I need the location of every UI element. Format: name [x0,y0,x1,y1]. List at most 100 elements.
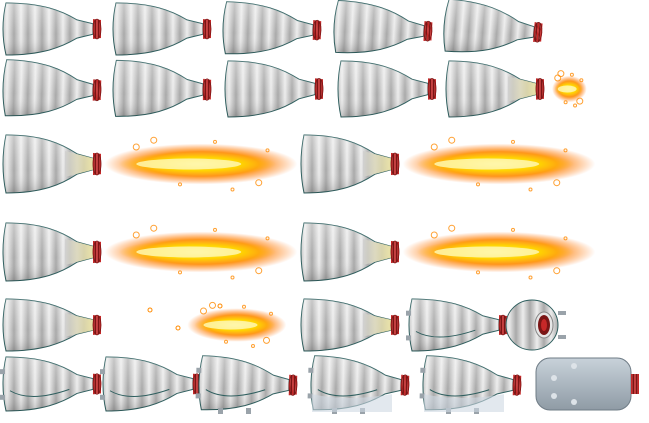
spark [553,267,561,275]
crack-line [109,388,170,397]
heat-glow [363,238,391,266]
nozzle-ring [202,78,212,101]
spark [242,304,246,309]
nozzle-ring [512,374,522,396]
sprite-frame-10 [445,60,587,118]
heat-glow [363,150,391,178]
spark [150,224,158,232]
bracket [420,367,426,373]
sprite-frame-18 [505,299,566,351]
spark [569,72,574,77]
spark [230,187,235,192]
crack-line [205,389,266,397]
spark [563,148,568,153]
nozzle-ring [390,152,400,176]
sprite-frame-12 [300,134,596,194]
exhaust-flame [104,224,298,280]
nozzle-ring [288,374,298,396]
nozzle-ring [314,77,324,101]
sprite-frame-24 [535,357,639,411]
bracket [406,310,411,316]
spark [430,143,438,151]
heat-glow [363,313,391,337]
spark [476,270,480,275]
spark [132,231,140,239]
bracket [100,394,105,400]
body-shading [409,299,499,351]
spark [563,100,568,105]
exhaust-flame [402,224,596,280]
exhaust-flame [104,136,298,192]
body-shading [3,357,93,411]
spark [147,307,153,313]
bracket [419,393,425,399]
sprite-frame-1 [2,2,102,56]
rivet [551,393,557,399]
bracket [0,394,5,400]
spark [213,227,217,232]
exhaust-flame [187,301,287,348]
sprite-frame-14 [300,222,596,282]
spark [579,78,584,83]
spark [265,236,270,241]
nozzle-ring [427,77,437,101]
debris-leg [246,408,251,414]
nozzle-ring [535,77,545,101]
sprite-frame-2 [112,2,212,56]
body-shading [3,59,94,116]
sprite-frame-3 [222,1,322,55]
bracket [195,393,201,399]
spark [448,136,456,144]
spark [132,143,140,151]
sprite-frame-16 [300,298,400,352]
body-shading [301,135,391,193]
body-shading [338,61,428,117]
spark [476,182,480,187]
body-shading [301,223,391,281]
bracket [0,369,5,375]
sprite-frame-19 [0,356,102,412]
spark [213,139,217,144]
sprite-frame-7 [112,59,212,117]
sprite-frame-22 [307,355,410,414]
spark [430,231,438,239]
spark [175,325,181,331]
nozzle-ring [631,374,639,394]
sprite-frame-20 [100,356,202,412]
nozzle-ring [92,314,102,336]
spark [553,179,561,187]
crack-line [317,389,378,397]
spark [178,182,182,187]
sprite-frame-21 [195,355,298,414]
nozzle-ring [390,314,400,336]
metal-plate [535,357,632,411]
body-shading [199,355,290,410]
debris-leg [218,408,223,414]
crack-line [415,329,476,338]
body-shading [301,299,391,351]
exposed-plate [312,394,392,412]
bracket [307,393,313,399]
spark [230,275,235,280]
nozzle-ring [92,79,102,102]
spark [255,179,263,187]
spark [251,344,255,348]
nozzle-ring [423,20,433,42]
spark [265,148,270,153]
crack-line [9,388,70,397]
spark [511,227,515,232]
bracket [558,311,566,315]
body-shading [333,0,425,53]
bracket [406,335,411,341]
sprite-frame-5 [443,0,543,53]
body-shading [443,0,535,52]
nozzle-ring [533,22,543,43]
body-shading [225,61,315,117]
spark [150,136,158,144]
body-shading [113,60,204,117]
body-shading [103,357,193,411]
nozzle-ring [312,19,322,41]
spark [269,311,273,316]
rivet [571,399,577,405]
nozzle-ring [92,18,102,40]
